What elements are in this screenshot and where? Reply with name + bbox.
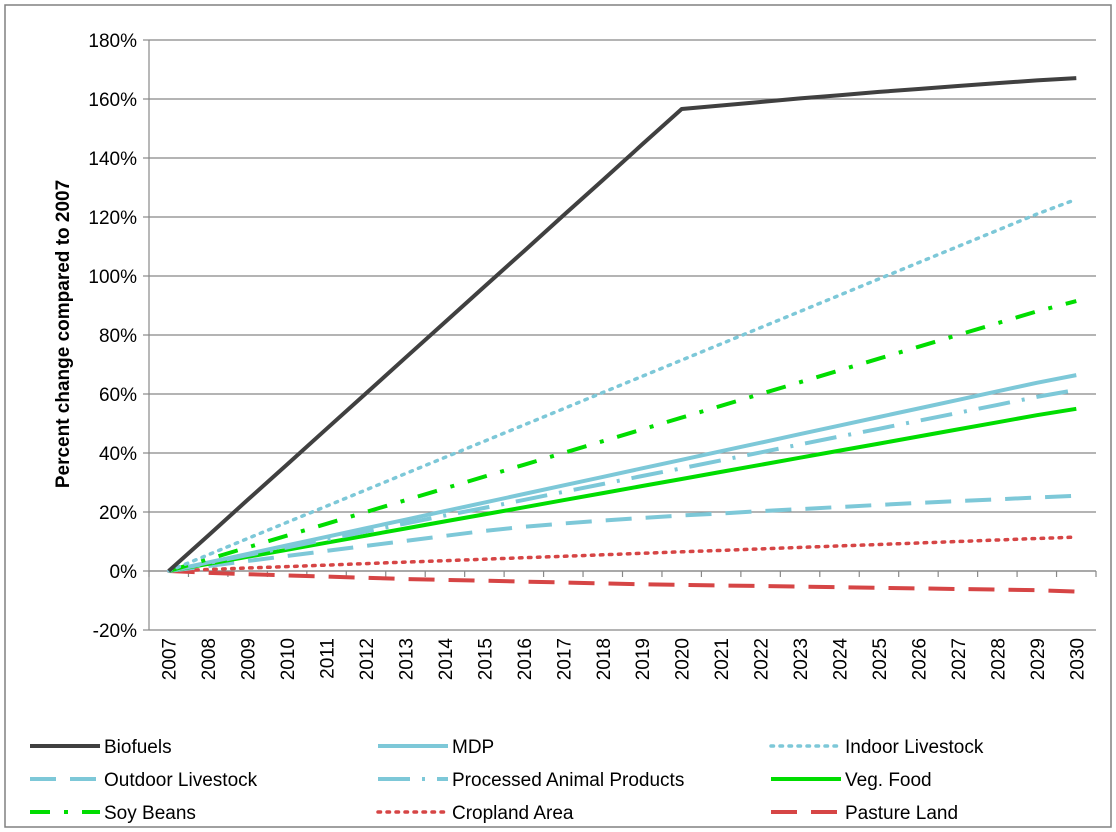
x-tick-label: 2020: [673, 638, 694, 680]
x-tick-label: 2030: [1067, 638, 1088, 680]
x-tick-label: 2017: [554, 638, 575, 680]
y-axis-ticks: -20% 0% 20% 40% 60% 80% 100% 120% 140% 160% 180%: [88, 31, 137, 642]
x-tick-label: 2019: [633, 638, 654, 680]
x-tick-label: 2013: [396, 638, 417, 680]
legend-label: Cropland Area: [452, 803, 574, 824]
x-tick-label: 2023: [791, 638, 812, 680]
series-line-pasture-land: [168, 569, 1077, 594]
y-tick-label: 0%: [110, 562, 138, 583]
legend: Biofuels MDP Indoor Livestock Outdoor Lives…: [30, 737, 984, 824]
legend-label: Veg. Food: [845, 770, 932, 791]
x-tick-label: 2026: [909, 638, 930, 680]
y-tick-label: 140%: [88, 149, 137, 170]
y-tick-label: 120%: [88, 208, 137, 229]
y-tick-label: 40%: [99, 444, 137, 465]
x-tick-label: 2012: [357, 638, 378, 680]
x-tick-label: 2007: [160, 638, 181, 680]
legend-label: Biofuels: [104, 737, 172, 758]
y-tick-label: 100%: [88, 267, 137, 288]
legend-label: Outdoor Livestock: [104, 770, 258, 791]
x-tick-label: 2015: [475, 638, 496, 680]
y-tick-label: 180%: [88, 31, 137, 52]
series-line-indoor-livestock: [166, 197, 1079, 573]
legend-label: Processed Animal Products: [452, 770, 684, 791]
x-tick-label: 2011: [318, 638, 339, 679]
y-axis-label: Percent change compared to 2007: [53, 180, 74, 488]
x-tick-label: 2028: [988, 638, 1009, 680]
series-line-soy-beans: [168, 299, 1077, 573]
chart-border: [4, 4, 1112, 828]
axes: [148, 40, 1097, 630]
legend-label: MDP: [452, 737, 494, 758]
gridlines: [143, 39, 1096, 631]
y-tick-label: 20%: [99, 503, 137, 524]
series-line-processed-animal-products: [168, 387, 1077, 573]
y-tick-label: 80%: [99, 326, 137, 347]
x-tick-label: 2025: [870, 638, 891, 680]
x-tick-label: 2024: [831, 638, 852, 681]
x-tick-label: 2021: [712, 638, 733, 680]
x-tick-label: 2027: [949, 638, 970, 680]
series-line-outdoor-livestock: [168, 493, 1077, 573]
x-tick-label: 2014: [436, 638, 457, 681]
legend-label: Pasture Land: [845, 803, 958, 824]
series-line-biofuels: [167, 76, 1077, 573]
x-tick-label: 2018: [594, 638, 615, 680]
x-tick-label: 2029: [1028, 638, 1049, 680]
series-line-mdp: [168, 373, 1077, 573]
legend-label: Soy Beans: [104, 803, 196, 824]
legend-label: Indoor Livestock: [845, 737, 984, 758]
x-axis-ticks: 2007 2008 2009 2010 2011 2012 2013 2014 2015 2016…: [160, 638, 1089, 681]
x-tick-label: 2009: [239, 638, 260, 680]
series-line-veg-food: [168, 406, 1077, 573]
x-tick-label: 2016: [515, 638, 536, 680]
x-tick-label: 2008: [199, 638, 220, 680]
series-lines: [166, 76, 1079, 594]
y-tick-label: 60%: [99, 385, 137, 406]
x-tick-label: 2022: [752, 638, 773, 680]
y-tick-label: 160%: [88, 90, 137, 111]
y-tick-label: -20%: [93, 621, 137, 642]
series-line-cropland-area: [166, 535, 1079, 573]
x-tick-label: 2010: [278, 638, 299, 680]
